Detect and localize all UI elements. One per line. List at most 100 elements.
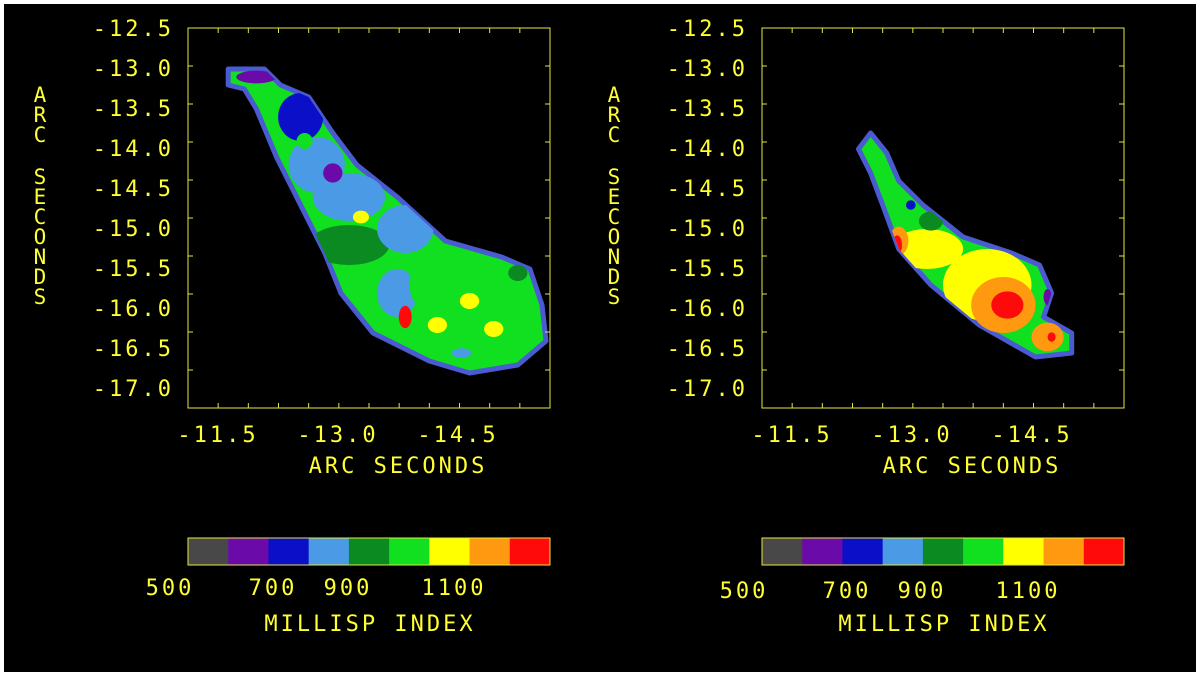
x-tick-label: -13.0 — [871, 423, 952, 448]
y-axis-title-letter: R — [608, 103, 621, 127]
index-contour — [484, 321, 504, 337]
x-tick-label: -14.5 — [991, 423, 1072, 448]
y-axis-title-letter: O — [34, 225, 47, 249]
y-axis-title-letter: R — [34, 103, 47, 127]
index-contour — [1047, 332, 1056, 342]
y-axis-title-letter — [34, 143, 47, 167]
y-tick-label: -16.5 — [667, 337, 748, 362]
y-axis-title-letter — [608, 143, 621, 167]
colorbar-swatch — [1043, 538, 1085, 565]
y-tick-label: -13.0 — [93, 57, 174, 82]
y-axis-title-letter: C — [608, 205, 621, 229]
colorbar-swatch — [429, 538, 471, 565]
y-axis-title-letter: A — [608, 83, 621, 107]
colorbar-frame — [761, 537, 1125, 566]
colorbar-swatch — [348, 538, 390, 565]
y-axis-title-letter: N — [608, 245, 621, 269]
y-tick-label: -17.0 — [667, 377, 748, 402]
map-region — [225, 66, 549, 376]
index-contour — [890, 229, 964, 269]
index-contour — [278, 93, 324, 141]
y-axis-title-letter: E — [608, 185, 621, 209]
y-tick-label: -13.5 — [667, 97, 748, 122]
x-axis-title: ARC SECONDS — [883, 454, 1062, 479]
y-tick-label: -14.0 — [93, 137, 174, 162]
y-axis-title-letter: S — [34, 285, 47, 309]
colorbar-tick-label: 500 — [146, 576, 195, 601]
colorbar-tick-label: 900 — [324, 576, 373, 601]
index-contour — [377, 269, 418, 317]
region-contours — [889, 200, 1064, 352]
y-tick-label: -12.5 — [667, 17, 748, 42]
y-axis-title-letter: S — [34, 165, 47, 189]
index-contour — [995, 262, 1012, 276]
colorbar-swatch — [963, 538, 1004, 565]
x-tick-label: -13.0 — [297, 423, 378, 448]
colorbar-tick-label: 500 — [720, 579, 769, 604]
y-tick-label: -14.0 — [667, 137, 748, 162]
y-axis-title-letter: D — [608, 265, 621, 289]
colorbar-swatch — [802, 538, 843, 565]
y-tick-label: -14.5 — [667, 177, 748, 202]
y-tick-label: -14.5 — [93, 177, 174, 202]
y-tick-label: -16.0 — [93, 297, 174, 322]
index-contour — [918, 211, 944, 231]
index-contour — [508, 265, 528, 281]
y-tick-label: -15.5 — [93, 257, 174, 282]
index-contour — [991, 291, 1024, 319]
y-tick-label: -15.0 — [667, 217, 748, 242]
y-axis-title-letter: O — [608, 225, 621, 249]
colorbar-swatch — [469, 538, 511, 565]
y-axis-title-letter: S — [608, 165, 621, 189]
y-tick-label: -16.0 — [667, 297, 748, 322]
colorbar-tick-label: 700 — [249, 576, 298, 601]
colorbar-swatch — [509, 538, 551, 565]
colorbar-swatch — [762, 538, 803, 565]
y-tick-label: -13.0 — [667, 57, 748, 82]
y-axis-title-letter: C — [34, 123, 47, 147]
colorbar-swatch — [228, 538, 269, 565]
y-axis-title-letter: A — [34, 83, 47, 107]
y-tick-label: -15.5 — [667, 257, 748, 282]
y-tick-label: -12.5 — [93, 17, 174, 42]
colorbar-title: MILLISP INDEX — [838, 612, 1049, 637]
index-contour — [427, 317, 448, 333]
y-axis-title-letter: E — [34, 185, 47, 209]
chart-panel-right: -12.5 -13.0 -13.5 -14.0 -14.5 -15.0 -15.5 -16.0… — [608, 17, 1125, 637]
index-contour — [308, 225, 390, 265]
chart-panel-left: -12.5 -13.0 -13.5 -14.0 -14.5 -15.0 -15.5 -16.0… — [34, 17, 551, 637]
region-contours — [236, 70, 528, 358]
y-tick-label: -17.0 — [93, 377, 174, 402]
colorbar-swatch — [842, 538, 884, 565]
y-axis-title-letter: N — [34, 245, 47, 269]
index-contour — [296, 133, 313, 149]
region-outline — [856, 130, 1075, 360]
index-contour — [323, 163, 343, 183]
index-contour — [451, 348, 472, 358]
millisp-figure: -12.5 -13.0 -13.5 -14.0 -14.5 -15.0 -15.5 -16.0… — [34, 17, 1125, 637]
colorbar-swatch — [268, 538, 310, 565]
colorbar-frame — [187, 537, 551, 566]
colorbar-swatch — [389, 538, 430, 565]
colorbar-title: MILLISP INDEX — [264, 612, 475, 637]
index-contour — [352, 210, 370, 224]
index-contour — [398, 305, 412, 329]
x-tick-label: -14.5 — [417, 423, 498, 448]
display-screen: -12.5 -13.0 -13.5 -14.0 -14.5 -15.0 -15.5 -16.0… — [4, 4, 1196, 672]
colorbar-swatch — [882, 538, 924, 565]
colorbar-tick-label: 900 — [898, 579, 947, 604]
y-axis-title-letter: D — [34, 265, 47, 289]
colorbar-swatch — [188, 538, 229, 565]
index-contour — [409, 249, 498, 321]
x-tick-label: -11.5 — [177, 423, 258, 448]
y-axis-title-letter: C — [34, 205, 47, 229]
index-contour — [312, 173, 386, 221]
colorbar-swatch — [1003, 538, 1045, 565]
colorbar-swatch — [1083, 538, 1125, 565]
y-tick-label: -15.0 — [93, 217, 174, 242]
colorbar-tick-label: 700 — [823, 579, 872, 604]
x-axis-title: ARC SECONDS — [309, 454, 488, 479]
index-contour — [236, 70, 277, 84]
